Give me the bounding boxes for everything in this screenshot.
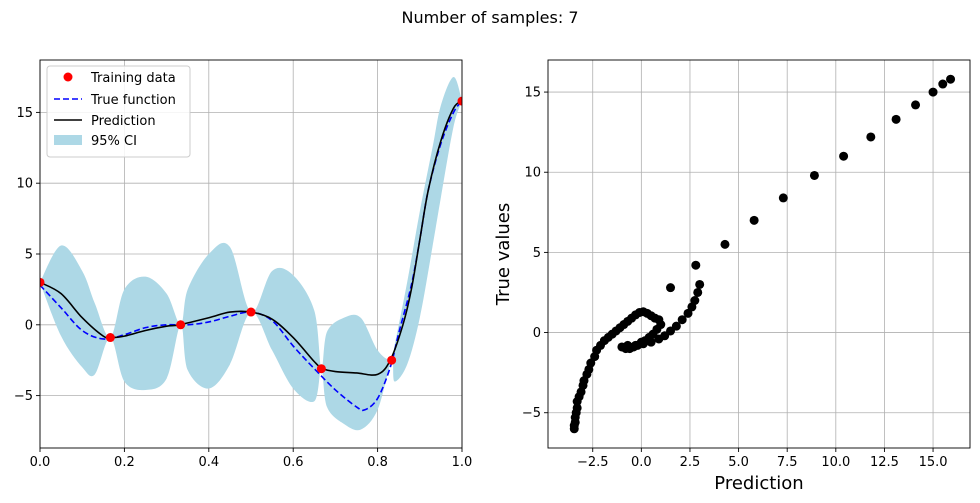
scatter-point: [809, 170, 819, 180]
scatter-point: [638, 339, 648, 349]
scatter-point: [646, 337, 656, 347]
scatter-point: [623, 340, 633, 350]
scatter-point: [938, 79, 948, 89]
scatter-point: [695, 279, 705, 289]
right-plot-frame: [547, 59, 971, 449]
left-plot: 0.0 0.2 0.4 0.6 0.8 1.0 −5 0 5 10 15 Training data…: [14, 59, 473, 470]
legend-label-training: Training data: [90, 71, 176, 86]
right-xtick-label: −2.5: [577, 455, 609, 470]
training-points: [40, 96, 462, 374]
scatter-point: [866, 132, 876, 142]
left-ticks: 0.0 0.2 0.4 0.6 0.8 1.0 −5 0 5 10 15: [14, 106, 473, 470]
scatter-point: [946, 74, 956, 84]
right-ytick-label: 0: [533, 326, 541, 341]
left-xtick-label: 0.6: [283, 455, 304, 470]
left-ytick-label: 0: [25, 318, 33, 333]
right-xtick-label: 5.0: [728, 455, 749, 470]
prediction-line: [40, 100, 462, 376]
right-ylabel: True values: [493, 203, 514, 307]
training-point: [176, 320, 186, 330]
left-ytick-label: 10: [16, 177, 33, 192]
right-plot: −2.5 0.0 2.5 5.0 7.5 10.0 12.5 15.0 −5 0 5 10 15 Pre…: [493, 59, 971, 494]
right-ytick-label: 5: [533, 246, 541, 261]
right-ytick-label: 10: [524, 166, 541, 181]
scatter-point: [572, 403, 582, 413]
left-xtick-label: 0.8: [367, 455, 388, 470]
right-xtick-label: 2.5: [680, 455, 701, 470]
legend-patch-ci: [54, 135, 82, 145]
scatter-point: [693, 287, 703, 297]
scatter-point: [631, 340, 641, 350]
scatter-point: [891, 114, 901, 124]
left-xtick-label: 0.2: [114, 455, 135, 470]
scatter-points: [569, 74, 956, 434]
scatter-point: [839, 151, 849, 161]
right-xlabel: Prediction: [714, 473, 803, 494]
legend: Training data True function Prediction 9…: [46, 65, 191, 158]
scatter-point: [691, 260, 701, 270]
legend-label-prediction: Prediction: [91, 114, 156, 129]
training-point: [246, 307, 256, 317]
right-ytick-label: 15: [524, 86, 541, 101]
left-xtick-label: 0.4: [198, 455, 219, 470]
scatter-point: [666, 283, 676, 293]
right-xtick-label: 15.0: [919, 455, 948, 470]
figure-suptitle: Number of samples: 7: [401, 8, 578, 27]
scatter-point: [720, 239, 730, 249]
legend-label-ci: 95% CI: [91, 134, 137, 149]
right-xtick-label: 12.5: [870, 455, 899, 470]
scatter-point: [677, 315, 687, 325]
right-plot-area: [548, 60, 970, 448]
right-ytick-label: −5: [522, 406, 541, 421]
left-ytick-label: 15: [16, 106, 33, 121]
right-grid: [548, 60, 970, 448]
training-point: [105, 333, 115, 343]
ci-band: [40, 76, 462, 431]
scatter-point: [690, 295, 700, 305]
left-xtick-label: 0.0: [30, 455, 51, 470]
scatter-point: [911, 100, 921, 110]
right-xtick-label: 7.5: [777, 455, 798, 470]
training-point: [316, 364, 326, 374]
right-ticks: −2.5 0.0 2.5 5.0 7.5 10.0 12.5 15.0 −5 0 5 10 15: [522, 86, 948, 470]
left-ytick-label: 5: [25, 248, 33, 263]
right-xtick-label: 0.0: [631, 455, 652, 470]
legend-box: [46, 65, 191, 158]
left-xtick-label: 1.0: [452, 455, 473, 470]
legend-marker-training: [63, 72, 73, 82]
legend-label-true: True function: [90, 93, 176, 108]
right-xtick-label: 10.0: [821, 455, 850, 470]
training-point: [40, 277, 45, 287]
scatter-point: [749, 215, 759, 225]
training-point: [457, 96, 462, 106]
training-point: [387, 355, 397, 365]
left-ytick-label: −5: [14, 389, 33, 404]
scatter-point: [928, 87, 938, 97]
scatter-point: [778, 193, 788, 203]
scatter-point: [671, 321, 681, 331]
